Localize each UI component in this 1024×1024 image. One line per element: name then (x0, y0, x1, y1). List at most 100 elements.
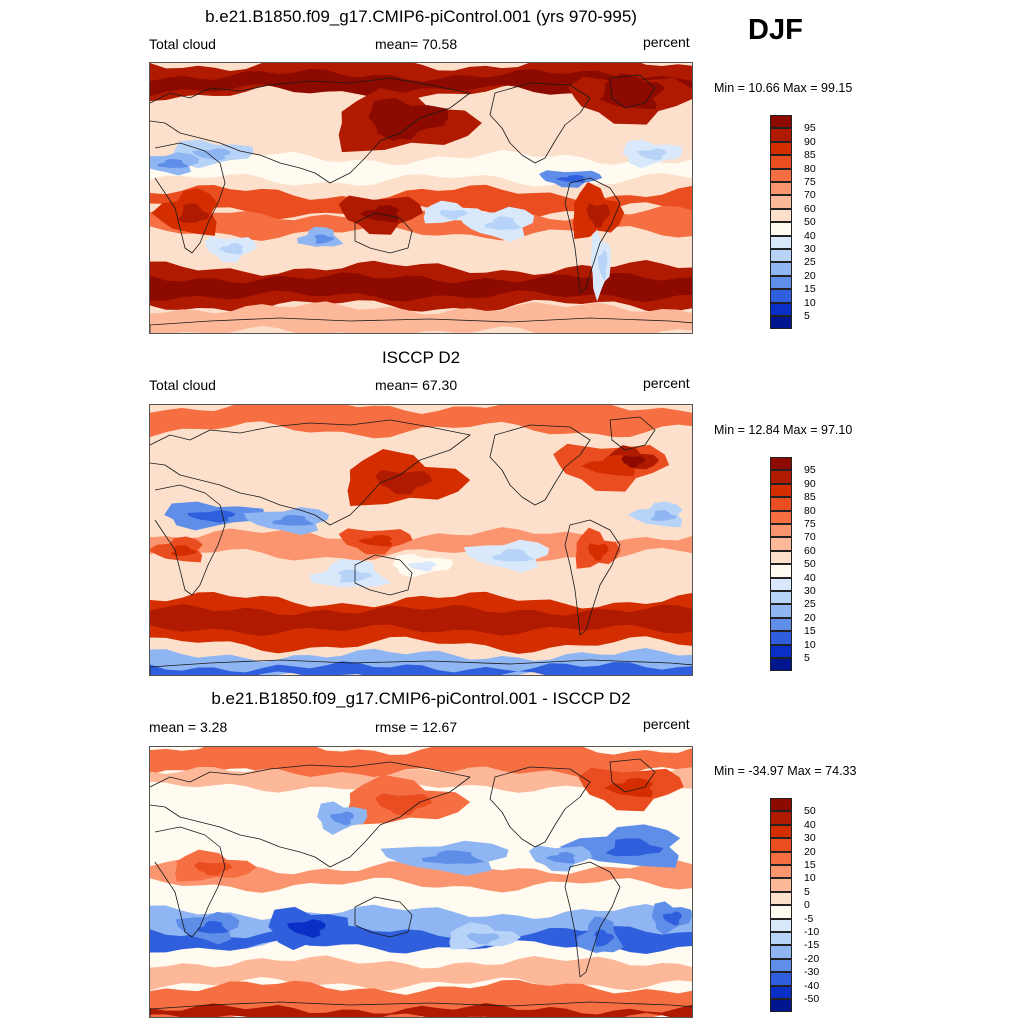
panel-1-map (149, 62, 693, 334)
panel-1-minmax: Min = 10.66 Max = 99.15 (714, 81, 853, 95)
colorbar-swatch (770, 958, 792, 973)
colorbar-tick-label: 30 (804, 585, 816, 597)
colorbar-swatch (770, 644, 792, 658)
colorbar-swatch (770, 182, 792, 196)
colorbar-swatch (770, 905, 792, 919)
colorbar-swatch (770, 235, 792, 249)
colorbar-tick-label: 60 (804, 544, 816, 557)
colorbar-tick-label: 10 (804, 296, 816, 309)
colorbar-tick-label: 40 (804, 229, 816, 242)
colorbar-tick-label: 90 (804, 135, 816, 148)
colorbar-swatch (770, 617, 792, 632)
panel-3-units-label: percent (643, 716, 690, 732)
panel-1-left-label: Total cloud (149, 36, 216, 52)
panel-1-units-label: percent (643, 34, 690, 50)
colorbar-swatch (770, 999, 792, 1013)
colorbar-swatch (770, 470, 792, 484)
colorbar-swatch (770, 302, 792, 316)
panel-2-map-field (150, 405, 692, 675)
panel-2-title: ISCCP D2 (381, 348, 461, 367)
colorbar-swatch (770, 222, 792, 236)
colorbar-swatch (770, 497, 792, 511)
colorbar-swatch (770, 155, 792, 169)
colorbar-swatch (770, 141, 792, 156)
colorbar-tick-label: 15 (804, 859, 816, 871)
colorbar-tick-label: 95 (804, 464, 816, 477)
colorbar-swatch (770, 985, 792, 999)
colorbar-swatch (770, 195, 792, 209)
colorbar-swatch (770, 208, 792, 223)
panel-3-title: b.e21.B1850.f09_g17.CMIP6-piControl.001 … (211, 689, 631, 708)
colorbar-swatch (770, 550, 792, 565)
panel-2-center-label: mean= 67.30 (375, 377, 458, 393)
colorbar-tick-label: 30 (804, 832, 816, 845)
colorbar-swatch (770, 945, 792, 959)
colorbar-tick-label: 15 (804, 625, 816, 638)
colorbar-swatch (770, 631, 792, 645)
colorbar-tick-label: 0 (804, 899, 810, 912)
panel-1-center-label: mean= 70.58 (375, 36, 458, 52)
colorbar-swatch (770, 457, 792, 471)
colorbar-swatch (770, 289, 792, 303)
colorbar-swatch (770, 537, 792, 551)
colorbar-tick-label: 5 (804, 310, 810, 322)
colorbar-swatch (770, 851, 792, 865)
colorbar-tick-label: 20 (804, 845, 816, 858)
colorbar-swatch (770, 483, 792, 498)
colorbar-tick-label: 10 (804, 638, 816, 651)
colorbar-swatch (770, 972, 792, 986)
colorbar-swatch (770, 510, 792, 524)
panel-2-units-label: percent (643, 375, 690, 391)
colorbar-swatch (770, 275, 792, 290)
colorbar-tick-label: 80 (804, 162, 816, 175)
colorbar-swatch (770, 811, 792, 825)
panel-3-map-field (150, 747, 692, 1017)
colorbar-tick-label: 85 (804, 149, 816, 162)
panel-1-title: b.e21.B1850.f09_g17.CMIP6-piControl.001 … (205, 7, 637, 26)
colorbar-tick-label: 90 (804, 477, 816, 490)
colorbar-tick-label: 70 (804, 531, 816, 544)
colorbar-swatch (770, 658, 792, 672)
colorbar-tick-label: 50 (804, 805, 816, 818)
colorbar-swatch (770, 591, 792, 605)
panel-3-left-label: mean = 3.28 (149, 719, 228, 735)
colorbar-swatch (770, 262, 792, 276)
season-label: DJF (748, 14, 803, 46)
colorbar-tick-label: 10 (804, 872, 816, 885)
colorbar-swatch (770, 878, 792, 892)
colorbar-tick-label: 70 (804, 189, 816, 202)
colorbar-tick-label: -40 (804, 979, 820, 992)
colorbar-swatch (770, 577, 792, 591)
colorbar-swatch (770, 918, 792, 932)
colorbar-tick-label: -15 (804, 939, 820, 952)
colorbar-swatch (770, 115, 792, 129)
colorbar-tick-label: 5 (804, 885, 810, 898)
panel-2-left-label: Total cloud (149, 377, 216, 393)
colorbar-swatch (770, 316, 792, 330)
colorbar-tick-label: -5 (804, 912, 814, 925)
colorbar-swatch (770, 932, 792, 946)
colorbar-tick-label: -20 (804, 952, 820, 965)
colorbar-tick-label: -10 (804, 926, 820, 938)
colorbar-tick-label: 25 (804, 598, 816, 611)
colorbar-swatch (770, 838, 792, 852)
colorbar-tick-label: 50 (804, 558, 816, 571)
colorbar-swatch (770, 128, 792, 142)
panel-1-map-field (150, 63, 692, 333)
colorbar-tick-label: 15 (804, 283, 816, 296)
colorbar-swatch (770, 824, 792, 839)
colorbar-tick-label: 60 (804, 202, 816, 215)
colorbar-tick-label: 40 (804, 571, 816, 584)
panel-3-map (149, 746, 693, 1018)
colorbar-tick-label: 40 (804, 818, 816, 831)
colorbar-swatch (770, 564, 792, 578)
panel-2-minmax: Min = 12.84 Max = 97.10 (714, 423, 853, 437)
colorbar-swatch (770, 249, 792, 263)
colorbar-swatch (770, 604, 792, 618)
colorbar-tick-label: 95 (804, 122, 816, 135)
panel-3-center-label: rmse = 12.67 (375, 719, 458, 735)
colorbar-tick-label: 5 (804, 652, 810, 664)
panel-3-minmax: Min = -34.97 Max = 74.33 (714, 764, 857, 778)
colorbar-tick-label: -50 (804, 993, 820, 1005)
colorbar-tick-label: 20 (804, 611, 816, 624)
